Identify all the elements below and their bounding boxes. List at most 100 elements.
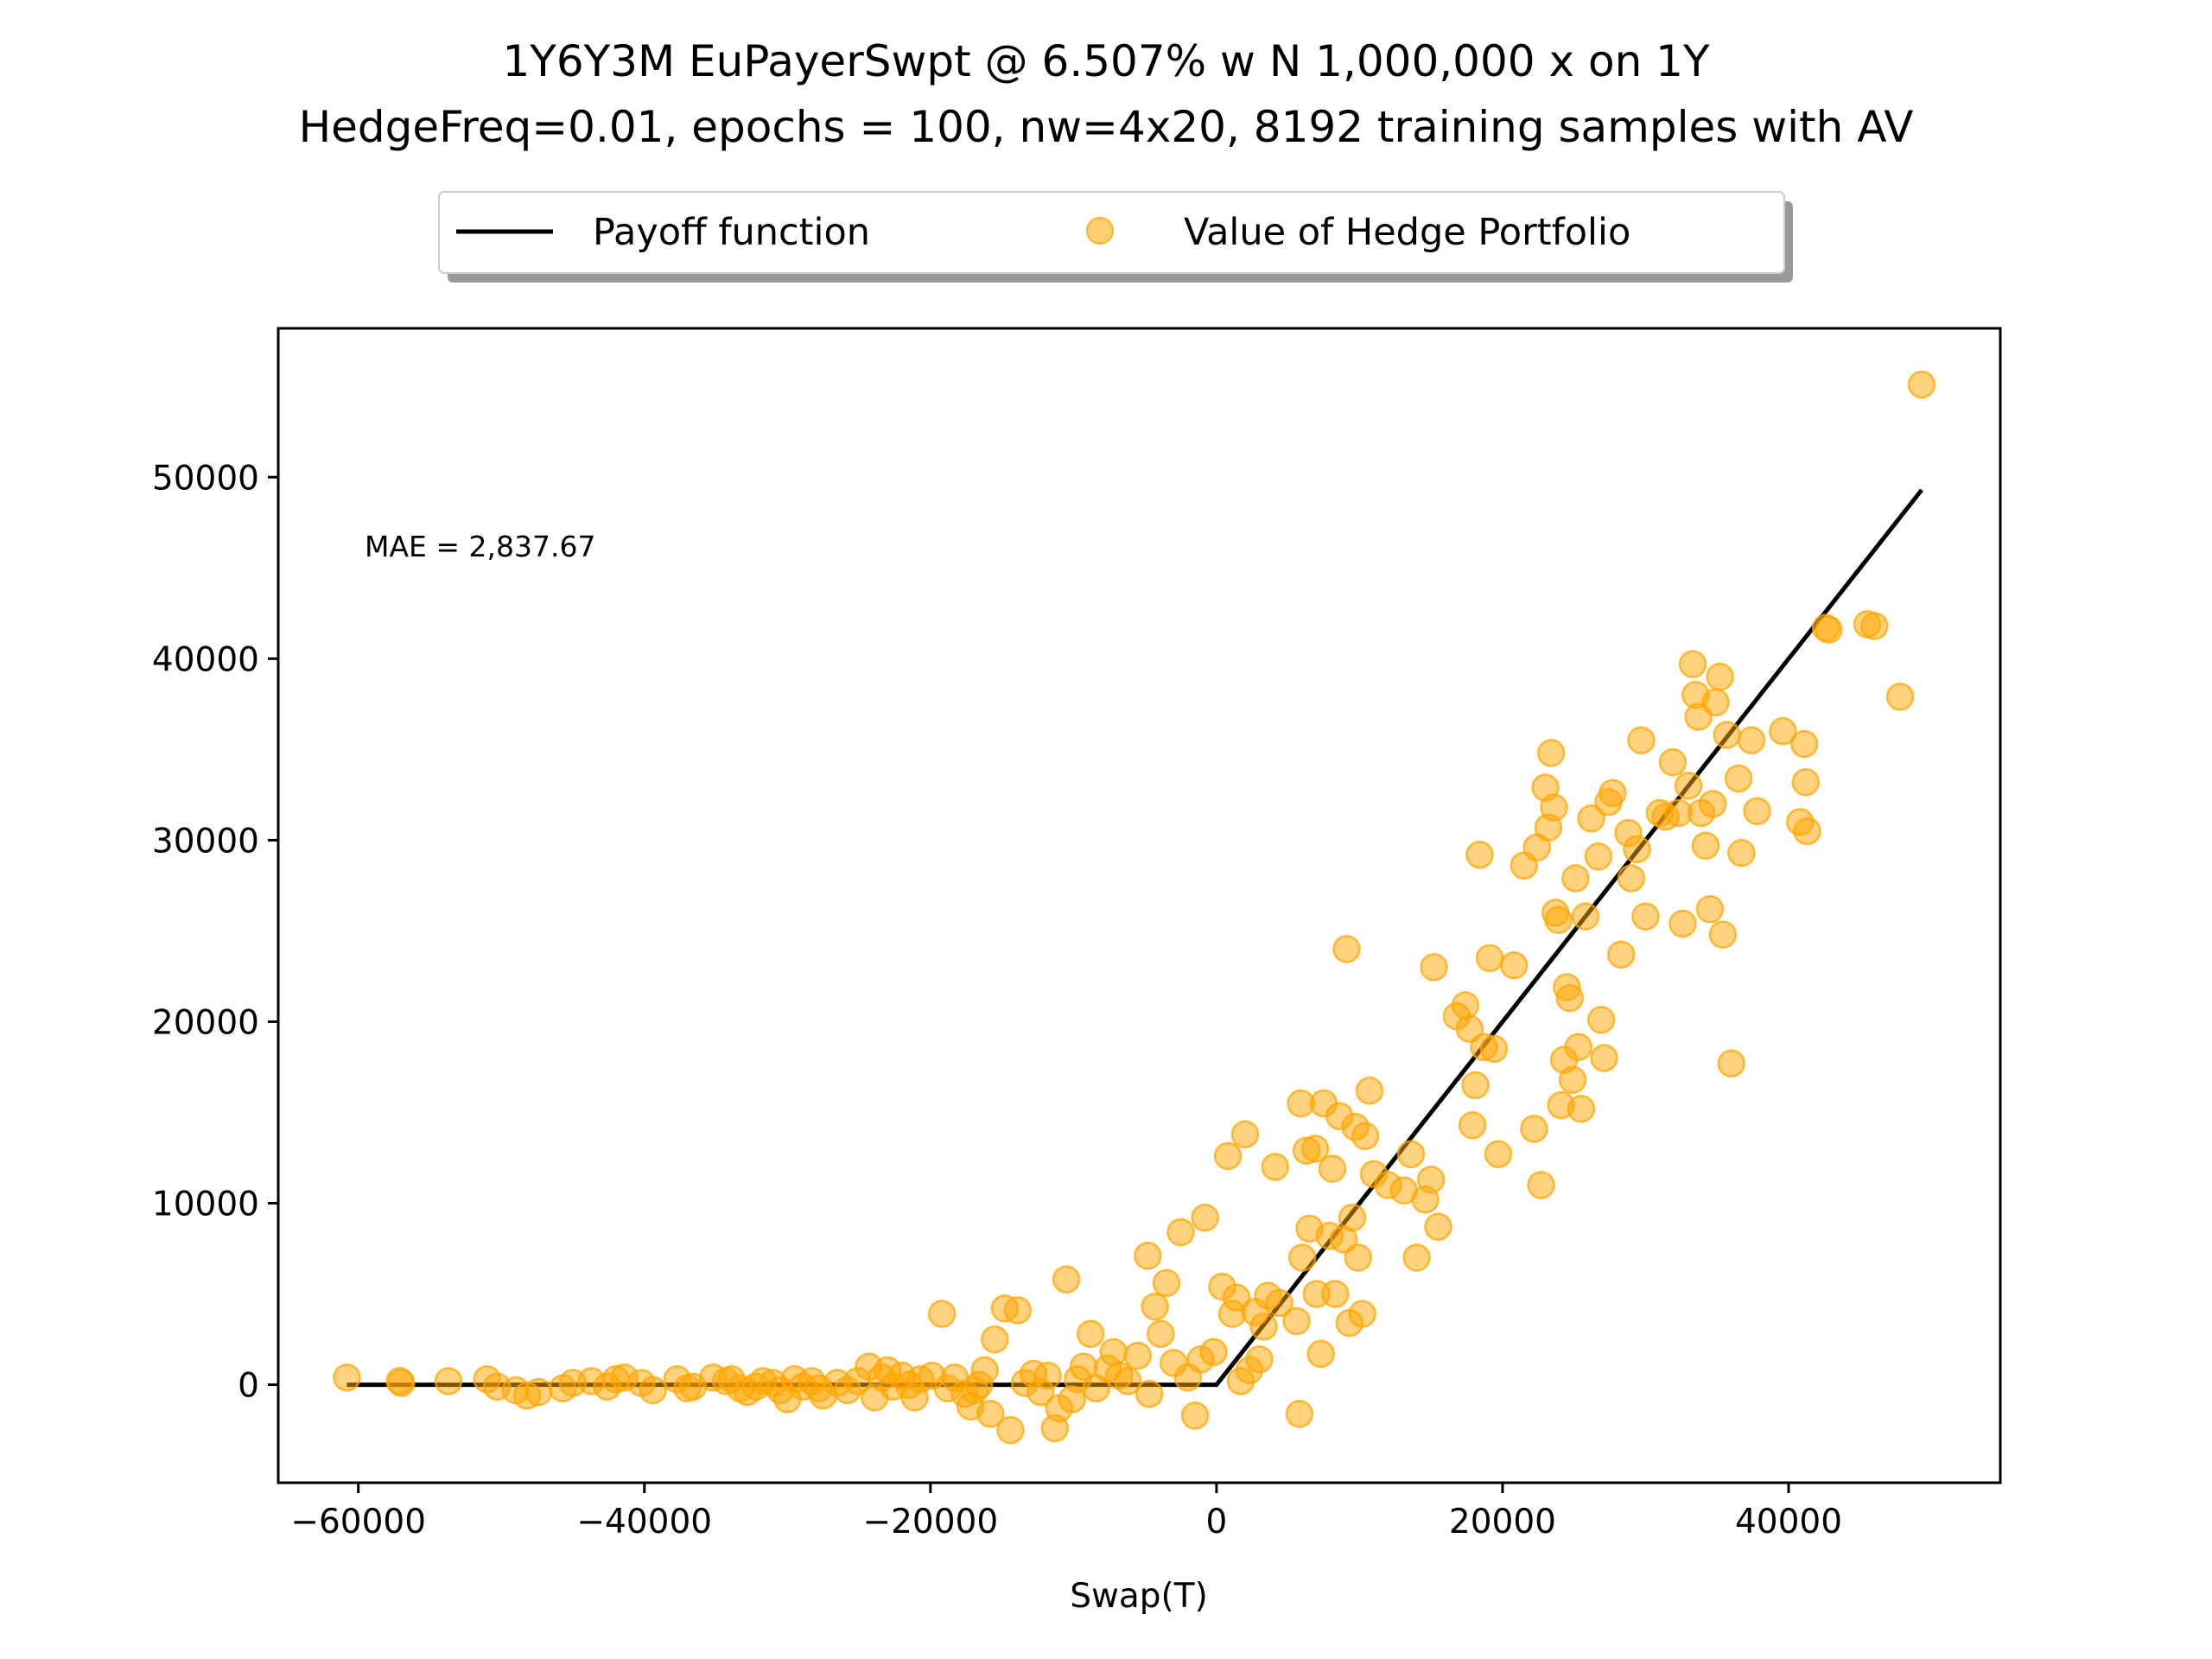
- hedge-point: [1355, 1077, 1384, 1105]
- hedge-point: [1769, 717, 1797, 746]
- x-tick-label: 40000: [1735, 1503, 1842, 1541]
- hedge-point: [1396, 1140, 1426, 1169]
- hedge-point: [1586, 1006, 1616, 1034]
- hedge-point: [1351, 1122, 1380, 1151]
- hedge-point: [1249, 1313, 1278, 1341]
- hedge-point: [1691, 831, 1720, 860]
- hedge-point: [524, 1377, 553, 1407]
- chart-title: 1Y6Y3M EuPayerSwpt @ 6.507% w N 1,000,00…: [502, 36, 1710, 86]
- hedge-point: [1458, 1110, 1487, 1140]
- hedge-point: [1076, 1319, 1105, 1348]
- hedge-point: [927, 1300, 957, 1328]
- y-tick-label: 30000: [152, 822, 259, 861]
- hedge-point: [1860, 612, 1889, 640]
- hedge-point: [1461, 1071, 1490, 1100]
- hedge-point: [1344, 1243, 1373, 1272]
- x-axis: −60000 −40000 −20000 0 20000 40000: [290, 1483, 1842, 1541]
- hedge-point: [1658, 747, 1688, 777]
- hedge-point: [1222, 1283, 1251, 1312]
- hedge-point: [1743, 797, 1771, 826]
- hedge-point: [1558, 1065, 1587, 1094]
- hedge-point: [970, 1356, 999, 1385]
- hedge-point: [1907, 370, 1936, 399]
- hedge-point: [1332, 935, 1361, 963]
- hedge-point: [996, 1415, 1025, 1445]
- hedge-point: [1713, 721, 1742, 749]
- hedge-point: [1617, 864, 1646, 893]
- legend-label-payoff: Payoff function: [593, 211, 870, 254]
- hedge-point: [1199, 1338, 1228, 1367]
- hedge-point: [1123, 1341, 1153, 1370]
- chart-subtitle: HedgeFreq=0.01, epochs = 100, nw=4x20, 8…: [299, 102, 1914, 152]
- hedge-point: [1191, 1204, 1219, 1232]
- hedge-point: [1540, 793, 1568, 822]
- hedge-point: [1245, 1344, 1274, 1374]
- y-tick-label: 40000: [152, 640, 259, 679]
- hedge-point: [1135, 1379, 1164, 1408]
- hedge-point: [1527, 1171, 1555, 1199]
- plot-frame: [276, 327, 2002, 1484]
- hedge-point: [1287, 1243, 1317, 1272]
- hedge-point: [1695, 894, 1725, 924]
- hedge-point: [1607, 940, 1636, 969]
- hedge-point: [1402, 1243, 1431, 1272]
- hedge-point: [1499, 951, 1529, 980]
- hedge-point: [1424, 1212, 1452, 1242]
- hedge-point: [1727, 838, 1756, 868]
- hedge-point: [1141, 1292, 1169, 1321]
- x-tick-label: −40000: [576, 1503, 712, 1541]
- hedge-point: [1318, 1154, 1347, 1183]
- hedge-point: [1815, 615, 1843, 644]
- hedge-point: [1555, 983, 1585, 1013]
- hedge-point: [1420, 953, 1448, 982]
- hedge-point: [1475, 944, 1504, 973]
- hedge-point: [333, 1363, 361, 1392]
- hedge-point: [1571, 902, 1600, 931]
- hedge-point: [1285, 1399, 1314, 1428]
- plot-content: [333, 370, 1936, 1445]
- hedge-point: [1306, 1339, 1335, 1369]
- y-tick-label: 0: [238, 1367, 259, 1406]
- hedge-point: [1520, 1115, 1548, 1143]
- hedge-point: [976, 1399, 1005, 1428]
- hedge-point: [1338, 1204, 1367, 1232]
- hedge-point: [1669, 909, 1697, 938]
- hedge-point: [1717, 1049, 1746, 1078]
- hedge-point: [1584, 842, 1613, 871]
- hedge-point: [1465, 840, 1494, 869]
- hedge-point: [1789, 729, 1819, 759]
- hedge-point: [1544, 906, 1573, 935]
- hedge-point: [1213, 1141, 1243, 1171]
- hedge-point: [1791, 767, 1821, 797]
- hedge-point: [1724, 764, 1753, 793]
- hedge-point: [1114, 1367, 1142, 1395]
- hedge-point: [1564, 1033, 1592, 1062]
- y-tick-label: 50000: [152, 459, 259, 498]
- hedge-point: [1708, 920, 1738, 949]
- x-tick-label: 0: [1205, 1503, 1227, 1541]
- hedge-point: [1561, 864, 1590, 893]
- hedge-point: [1627, 726, 1656, 755]
- hedge-point: [1701, 688, 1730, 716]
- hedge-point: [1699, 790, 1727, 818]
- x-tick-label: −20000: [862, 1503, 998, 1541]
- legend-marker-swatch: [1086, 217, 1114, 245]
- x-tick-label: −60000: [290, 1503, 426, 1541]
- hedge-point: [1484, 1140, 1513, 1169]
- y-axis: 0 10000 20000 30000 40000 50000: [152, 459, 278, 1406]
- hedge-point: [1348, 1300, 1376, 1328]
- hedge-point: [1674, 772, 1703, 800]
- x-axis-label: Swap(T): [1070, 1577, 1208, 1616]
- hedge-point: [1003, 1296, 1033, 1325]
- hedge-point: [1052, 1265, 1081, 1294]
- hedge-point: [1282, 1306, 1311, 1336]
- hedge-point: [1479, 1034, 1509, 1064]
- hedge-point: [1147, 1319, 1175, 1348]
- hedge-point: [434, 1367, 463, 1395]
- legend-label-hedge: Value of Hedge Portfolio: [1184, 211, 1630, 254]
- hedge-point: [1793, 817, 1821, 846]
- hedge-point: [1099, 1338, 1128, 1367]
- hedge-point: [1134, 1242, 1162, 1270]
- hedge-point: [1265, 1288, 1294, 1318]
